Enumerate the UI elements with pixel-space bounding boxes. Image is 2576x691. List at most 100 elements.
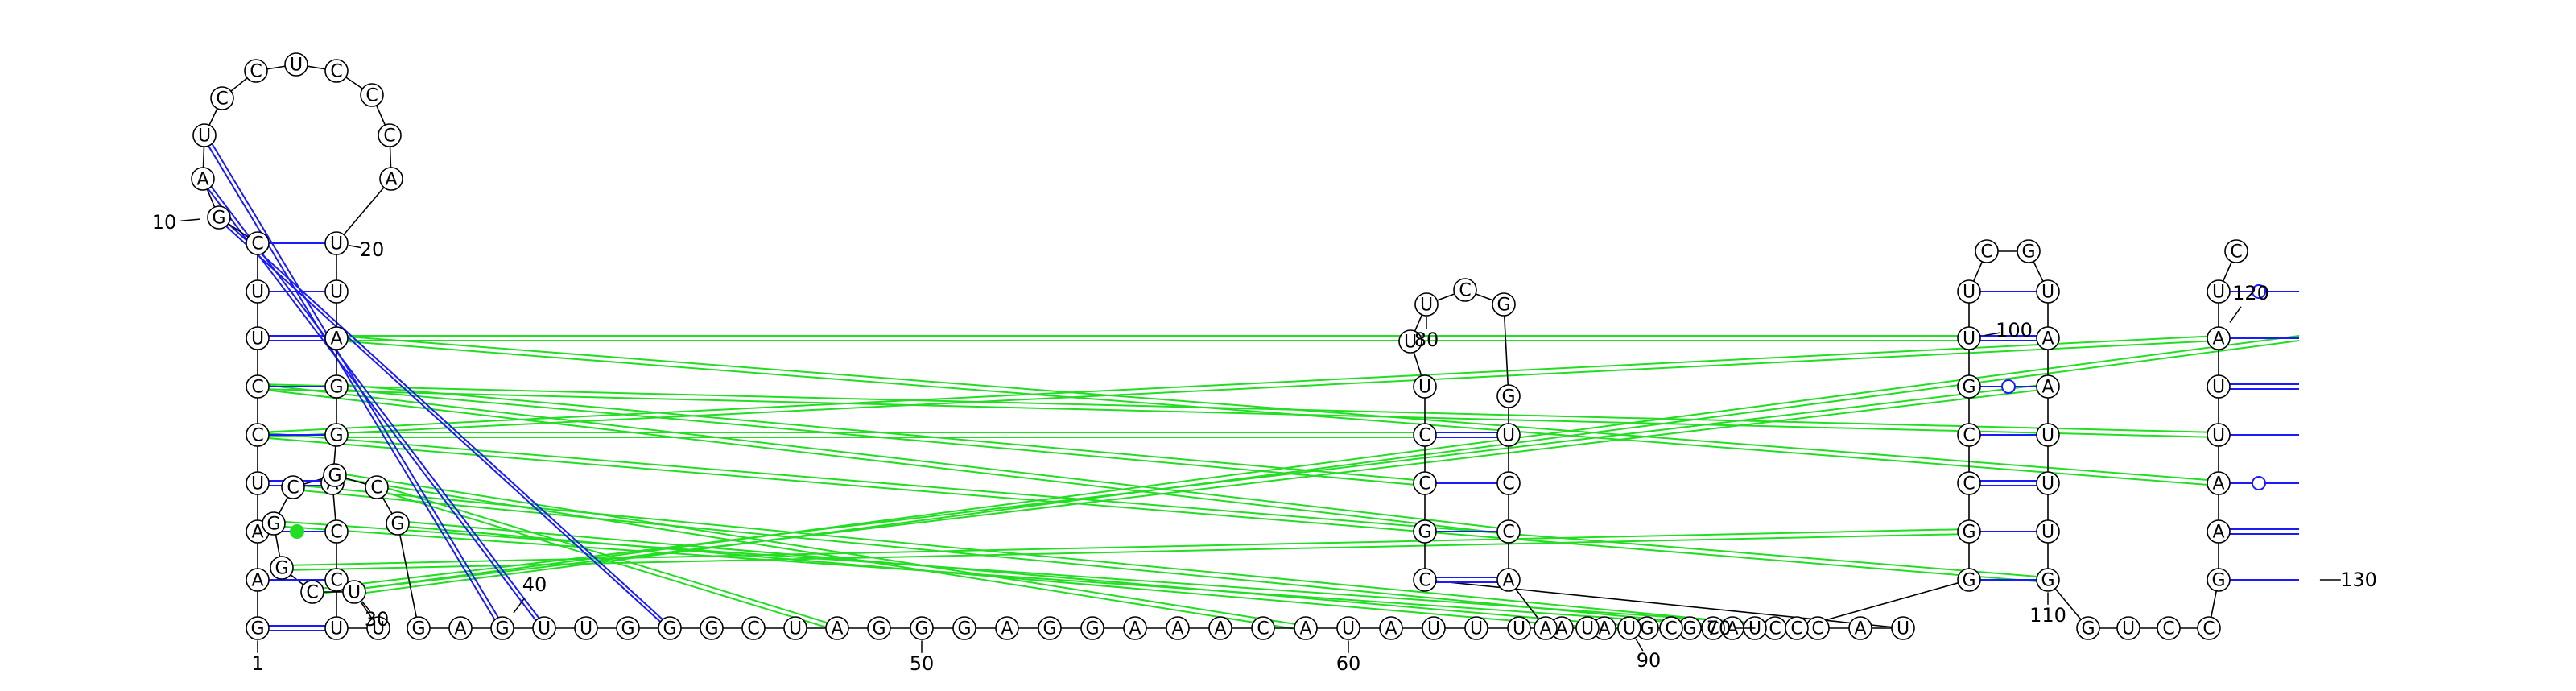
nucleotide: C (324, 519, 349, 544)
tertiary-interaction-line (273, 525, 1798, 631)
svg-text:C: C (2162, 619, 2174, 639)
nucleotide: A (1534, 616, 1558, 640)
position-label: 120 (2232, 282, 2269, 304)
nucleotide: A (1208, 616, 1232, 640)
svg-text:A: A (1129, 619, 1141, 639)
nucleotide: G (1496, 384, 1521, 408)
svg-text:G: G (250, 619, 264, 639)
svg-text:G: G (2081, 619, 2095, 639)
nucleotide: U (1422, 616, 1446, 640)
svg-text:C: C (330, 62, 342, 82)
position-tick (180, 218, 200, 221)
svg-text:C: C (330, 523, 342, 543)
nucleotide: G (1080, 616, 1104, 640)
svg-text:G: G (275, 559, 288, 579)
svg-text:A: A (2041, 378, 2054, 398)
nucleotide: U (1496, 423, 1521, 447)
nucleotide: U (532, 616, 556, 640)
svg-text:U: U (2212, 283, 2225, 303)
nucleotide: C (378, 123, 402, 147)
nucleotide: A (324, 326, 349, 350)
nucleotide: U (1336, 616, 1360, 640)
nucleotide: U (574, 616, 598, 640)
svg-text:C: C (747, 619, 759, 639)
nucleotide: U (246, 471, 270, 495)
nucleotide: G (1038, 616, 1062, 640)
position-label: 10 (152, 211, 177, 234)
svg-text:U: U (2041, 474, 2054, 494)
pseudoknot-pair-line (206, 134, 506, 629)
nucleotide: U (2116, 616, 2140, 640)
svg-text:C: C (287, 478, 299, 499)
svg-text:G: G (872, 619, 886, 639)
nucleotide: U (783, 616, 807, 640)
tertiary-interaction-line (397, 520, 1630, 627)
position-label: 100 (1996, 319, 2033, 341)
non-canonical-pair-symbol (2252, 476, 2266, 490)
position-label: 1 (251, 652, 263, 675)
nucleotide: U (1891, 616, 1915, 640)
nucleotide: G (2076, 616, 2100, 640)
nucleotide: U (1413, 374, 1437, 399)
nucleotide: A (1592, 616, 1616, 640)
svg-text:G: G (329, 378, 343, 398)
nucleotide: G (490, 616, 514, 640)
tertiary-interaction-line (281, 528, 1970, 566)
tertiary-interaction-line (336, 335, 2219, 482)
svg-text:C: C (1665, 619, 1677, 639)
nucleotide: A (1294, 616, 1318, 640)
nucleotide: G (2017, 239, 2041, 263)
tertiary-interaction-line (376, 484, 838, 627)
svg-text:A: A (1001, 619, 1013, 639)
svg-text:C: C (251, 234, 263, 254)
nucleotide: A (1166, 616, 1190, 640)
nucleotide: G (700, 616, 724, 640)
tertiary-interaction-line (312, 383, 2049, 590)
svg-text:C: C (1418, 426, 1430, 446)
non-canonical-pair-symbol (290, 524, 304, 539)
nucleotide: A (2036, 326, 2060, 350)
tertiary-interaction-line (257, 340, 2219, 438)
nucleotide: G (324, 423, 349, 447)
nucleotide: C (324, 568, 349, 592)
nucleotide: G (1635, 616, 1659, 640)
nucleotide: C (1659, 616, 1683, 640)
tertiary-interaction-line (336, 340, 2219, 486)
nucleotide: U (2207, 374, 2231, 399)
nucleotide: C (246, 423, 270, 447)
svg-text:U: U (1513, 619, 1525, 639)
tertiary-interaction-line (353, 340, 2300, 595)
svg-text:U: U (580, 619, 592, 639)
svg-text:A: A (2212, 329, 2224, 350)
svg-text:C: C (370, 478, 382, 499)
svg-text:C: C (1257, 619, 1269, 639)
svg-text:G: G (411, 619, 425, 639)
svg-text:U: U (1963, 329, 1975, 350)
nucleotide: G (324, 374, 349, 399)
nucleotide: G (1957, 568, 1981, 592)
position-label: 60 (1336, 652, 1361, 675)
nucleotide: C (2197, 616, 2221, 640)
svg-text:G: G (1962, 378, 1975, 398)
tertiary-interaction-line (397, 525, 1630, 631)
position-tick (513, 597, 526, 614)
svg-text:A: A (385, 170, 397, 190)
svg-text:G: G (621, 619, 634, 639)
svg-text:U: U (372, 619, 385, 639)
svg-text:U: U (1427, 619, 1440, 639)
tertiary-interaction-line (312, 388, 2049, 595)
nucleotide: U (1464, 616, 1488, 640)
nucleotide: C (1413, 568, 1437, 592)
nucleotide: C (246, 374, 270, 399)
svg-text:U: U (1420, 296, 1433, 316)
nucleotide: A (1848, 616, 1872, 640)
svg-text:C: C (306, 583, 318, 603)
nucleotide: A (1496, 568, 1521, 592)
svg-text:C: C (2202, 619, 2215, 639)
nucleotide: U (2036, 519, 2060, 544)
base-pairs (258, 242, 2299, 631)
nucleotide: G (323, 463, 347, 487)
nucleotide: U (2036, 423, 2060, 447)
nucleotide: C (1957, 423, 1981, 447)
svg-text:G: G (1962, 523, 1975, 543)
